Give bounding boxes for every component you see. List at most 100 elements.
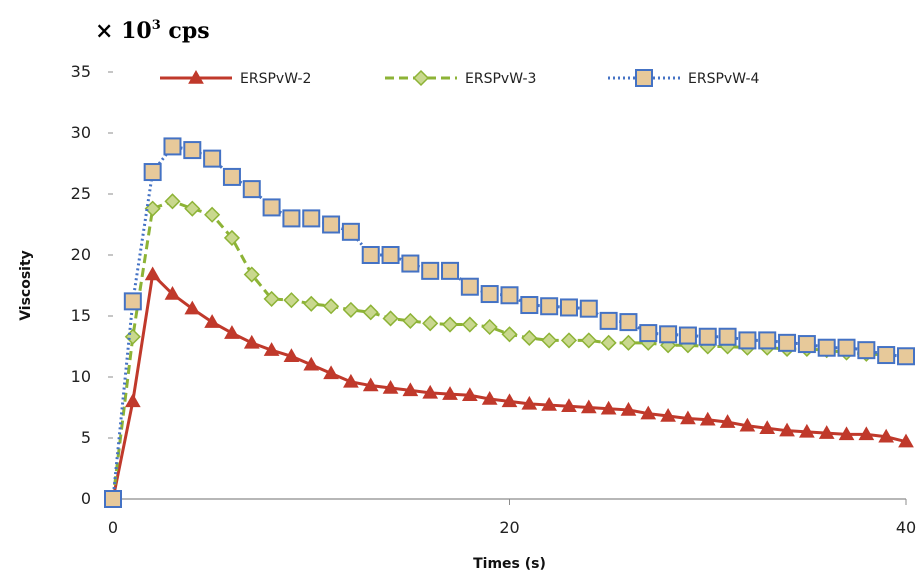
legend: ERSPvW-2 ERSPvW-3 ERSPvW-4: [160, 69, 760, 87]
data-point: [223, 229, 241, 246]
legend-label: ERSPvW-4: [688, 71, 760, 87]
data-point: [660, 408, 676, 422]
y-tick-label: 35: [71, 62, 91, 81]
data-point: [361, 246, 380, 264]
data-point: [262, 198, 281, 217]
data-point: [501, 393, 518, 408]
data-point: [837, 338, 856, 357]
data-point: [343, 373, 359, 388]
data-point: [421, 261, 440, 280]
data-point: [481, 318, 498, 336]
data-point: [283, 348, 300, 363]
data-point: [639, 324, 658, 343]
series-ERSPvW-4: [104, 137, 915, 508]
data-point: [342, 301, 359, 318]
data-point: [898, 433, 914, 448]
data-point: [659, 325, 678, 344]
data-point: [818, 425, 835, 439]
data-point: [738, 331, 757, 350]
data-point: [242, 180, 261, 199]
axes: 0 5 10 15 20 25 30 35 0 20 40: [71, 62, 917, 537]
data-point: [620, 401, 637, 416]
data-point: [620, 334, 637, 351]
data-point: [699, 411, 716, 426]
series-line: [111, 271, 907, 500]
data-point: [144, 266, 161, 281]
legend-label: ERSPvW-3: [465, 71, 536, 87]
y-tick-label: 15: [71, 306, 91, 325]
data-point: [520, 296, 539, 315]
series-ERSPvW-2: [105, 266, 914, 505]
data-point: [541, 332, 558, 349]
y-tick-label: 10: [71, 367, 91, 386]
data-point: [481, 390, 498, 405]
data-point: [243, 334, 260, 349]
data-point: [857, 341, 876, 360]
data-point: [461, 387, 478, 402]
data-point: [381, 246, 400, 264]
data-point: [678, 326, 697, 345]
data-point: [500, 286, 519, 305]
data-point: [441, 261, 460, 280]
data-point: [461, 316, 478, 333]
legend-label: ERSPvW-2: [240, 71, 311, 87]
data-point: [124, 393, 141, 408]
data-point: [123, 292, 142, 311]
data-point: [124, 328, 141, 345]
data-point: [600, 334, 617, 351]
data-point: [402, 382, 419, 397]
y-tick-label: 25: [71, 184, 91, 203]
data-point: [422, 315, 439, 332]
data-point: [322, 215, 341, 234]
data-point: [184, 200, 201, 217]
x-tick-label: 0: [108, 518, 118, 537]
data-point: [263, 342, 280, 356]
data-point: [559, 298, 578, 317]
series-ERSPvW-3: [104, 193, 915, 508]
data-point: [718, 327, 737, 346]
data-point: [561, 398, 577, 413]
y-axis-title: Viscosity: [18, 250, 34, 321]
series-line: [111, 144, 907, 500]
data-point: [204, 314, 220, 328]
data-point: [303, 356, 320, 371]
data-point: [303, 295, 320, 312]
series-layer: [104, 137, 915, 508]
data-point: [799, 423, 815, 438]
data-point: [579, 299, 598, 318]
data-point: [599, 311, 618, 330]
data-point: [759, 420, 776, 434]
data-point: [323, 298, 340, 315]
data-point: [164, 286, 181, 300]
data-point: [442, 386, 458, 400]
data-point: [897, 347, 915, 366]
data-point: [144, 200, 161, 217]
data-point: [441, 316, 459, 333]
data-point: [580, 399, 597, 414]
data-point: [282, 209, 301, 228]
data-point: [163, 137, 182, 156]
data-point: [402, 312, 419, 329]
legend-marker: [188, 69, 204, 84]
data-point: [779, 422, 795, 437]
data-point: [382, 379, 399, 394]
data-point: [719, 414, 736, 428]
y-unit-label: × 103 cps: [95, 18, 210, 44]
y-tick-label: 5: [81, 428, 91, 447]
data-point: [521, 395, 538, 410]
data-point: [858, 426, 875, 441]
data-point: [619, 313, 638, 332]
x-axis-title: Times (s): [473, 556, 546, 572]
data-point: [521, 329, 538, 347]
legend-marker: [635, 69, 653, 87]
data-point: [263, 290, 280, 307]
data-point: [817, 338, 836, 357]
data-point: [362, 304, 379, 321]
data-point: [382, 310, 399, 327]
data-point: [560, 332, 578, 349]
data-point: [341, 222, 360, 241]
y-tick-label: 0: [81, 489, 91, 508]
data-point: [422, 384, 439, 399]
x-tick-label: 40: [896, 518, 916, 537]
